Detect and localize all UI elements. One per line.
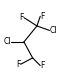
Text: Cl: Cl <box>49 26 57 35</box>
Text: Cl: Cl <box>4 37 11 46</box>
Text: F: F <box>20 13 24 22</box>
Text: F: F <box>16 60 21 69</box>
Text: F: F <box>40 61 45 70</box>
Text: F: F <box>40 12 45 21</box>
